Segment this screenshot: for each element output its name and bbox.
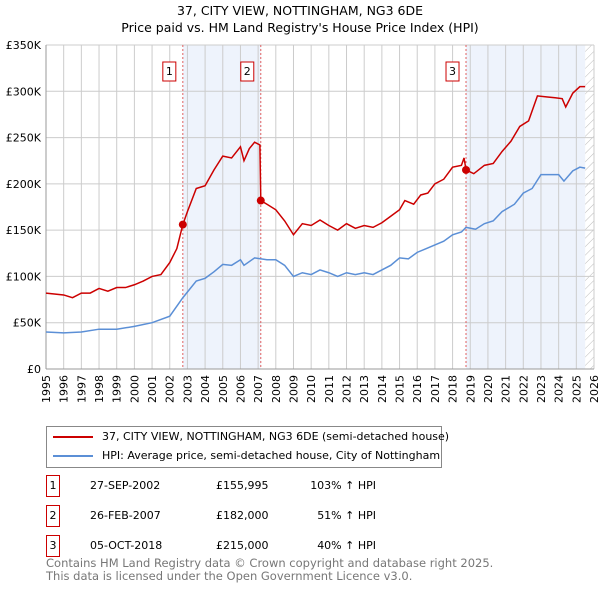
x-tick-label: 2025 (570, 375, 583, 403)
x-tick-label: 2017 (429, 375, 442, 403)
transaction-price: £155,995 (216, 479, 269, 492)
sale-point (178, 220, 187, 229)
price-paid-line (45, 85, 586, 299)
sale-label: 1 (166, 65, 173, 78)
legend-blue-line (53, 455, 93, 457)
transaction-hpi: 103% ↑ HPI (310, 479, 376, 492)
y-tick-label: £50K (13, 317, 42, 330)
x-tick-label: 2024 (553, 375, 566, 403)
transaction-row: 1 27-SEP-2002 £155,995 103% ↑ HPI (46, 475, 376, 497)
x-tick-label: 2015 (394, 375, 407, 403)
legend-property: 37, CITY VIEW, NOTTINGHAM, NG3 6DE (semi… (102, 430, 450, 443)
x-tick-label: 1997 (75, 375, 88, 403)
legend-red-line (53, 436, 93, 438)
x-tick-label: 2008 (270, 375, 283, 403)
transaction-badge: 1 (46, 475, 60, 497)
footer: Contains HM Land Registry data © Crown c… (46, 557, 493, 583)
x-tick-label: 2005 (217, 375, 230, 403)
x-tick-label: 2000 (128, 375, 141, 403)
y-tick-label: £150K (6, 224, 42, 237)
chart-title: 37, CITY VIEW, NOTTINGHAM, NG3 6DE (176, 3, 424, 18)
transaction-hpi: 40% ↑ HPI (317, 539, 376, 552)
x-tick-label: 2019 (464, 375, 477, 403)
x-tick-label: 2006 (234, 375, 247, 403)
y-tick-label: £100K (6, 270, 42, 283)
x-tick-label: 2023 (535, 375, 548, 403)
x-tick-label: 1995 (40, 375, 53, 403)
x-tick-label: 2011 (323, 375, 336, 403)
transaction-date: 05-OCT-2018 (90, 539, 163, 552)
transaction-badge: 3 (46, 535, 60, 557)
sale-point (462, 165, 471, 174)
x-tick-label: 2002 (164, 375, 177, 403)
transaction-row: 2 26-FEB-2007 £182,000 51% ↑ HPI (46, 505, 376, 527)
x-tick-label: 2010 (305, 375, 318, 403)
sale-label-box (445, 61, 460, 82)
forecast-hatch (585, 45, 594, 369)
x-tick-label: 2013 (358, 375, 371, 403)
chart-subtitle: Price paid vs. HM Land Registry's House … (121, 20, 479, 35)
sale-point (256, 196, 265, 205)
hpi-line (45, 166, 586, 334)
legend-hpi: HPI: Average price, semi-detached house,… (102, 449, 441, 462)
transaction-date: 27-SEP-2002 (90, 479, 161, 492)
y-tick-label: £0 (27, 363, 41, 376)
x-tick-label: 1996 (58, 375, 71, 403)
footer-line2: This data is licensed under the Open Gov… (46, 569, 413, 583)
y-tick-label: £250K (6, 132, 42, 145)
sale-label-box (240, 61, 255, 82)
x-tick-label: 2021 (500, 375, 513, 403)
x-tick-label: 2018 (447, 375, 460, 403)
x-tick-label: 2003 (181, 375, 194, 403)
x-tick-label: 1998 (93, 375, 106, 403)
footer-line1: Contains HM Land Registry data © Crown c… (46, 556, 494, 570)
x-tick-label: 2020 (482, 375, 495, 403)
x-tick-label: 2009 (287, 375, 300, 403)
transaction-date: 26-FEB-2007 (90, 509, 161, 522)
x-tick-label: 2016 (411, 375, 424, 403)
x-tick-label: 2004 (199, 375, 212, 403)
y-tick-label: £300K (6, 85, 42, 98)
transaction-price: £215,000 (216, 539, 269, 552)
sale-label: 3 (449, 65, 456, 78)
x-tick-label: 2007 (252, 375, 265, 403)
y-tick-label: £350K (6, 39, 42, 52)
x-tick-label: 2014 (376, 375, 389, 403)
x-tick-label: 1999 (111, 375, 124, 403)
sale-label-box (162, 61, 177, 82)
legend: 37, CITY VIEW, NOTTINGHAM, NG3 6DE (semi… (46, 426, 449, 468)
x-tick-label: 2012 (341, 375, 354, 403)
transaction-hpi: 51% ↑ HPI (317, 509, 376, 522)
transaction-price: £182,000 (216, 509, 269, 522)
y-tick-label: £200K (6, 178, 42, 191)
shaded-region (182, 45, 261, 369)
x-tick-label: 2022 (517, 375, 530, 403)
sale-label: 2 (244, 65, 251, 78)
price-chart: 1995 1996 1997 1998 1999 2000 2001 2002 2003 2004… (6, 39, 600, 403)
shaded-region (466, 45, 586, 369)
transaction-badge: 2 (46, 505, 60, 527)
x-tick-label: 2026 (588, 375, 600, 403)
transaction-row: 3 05-OCT-2018 £215,000 40% ↑ HPI (46, 535, 376, 557)
x-tick-label: 2001 (146, 375, 159, 403)
